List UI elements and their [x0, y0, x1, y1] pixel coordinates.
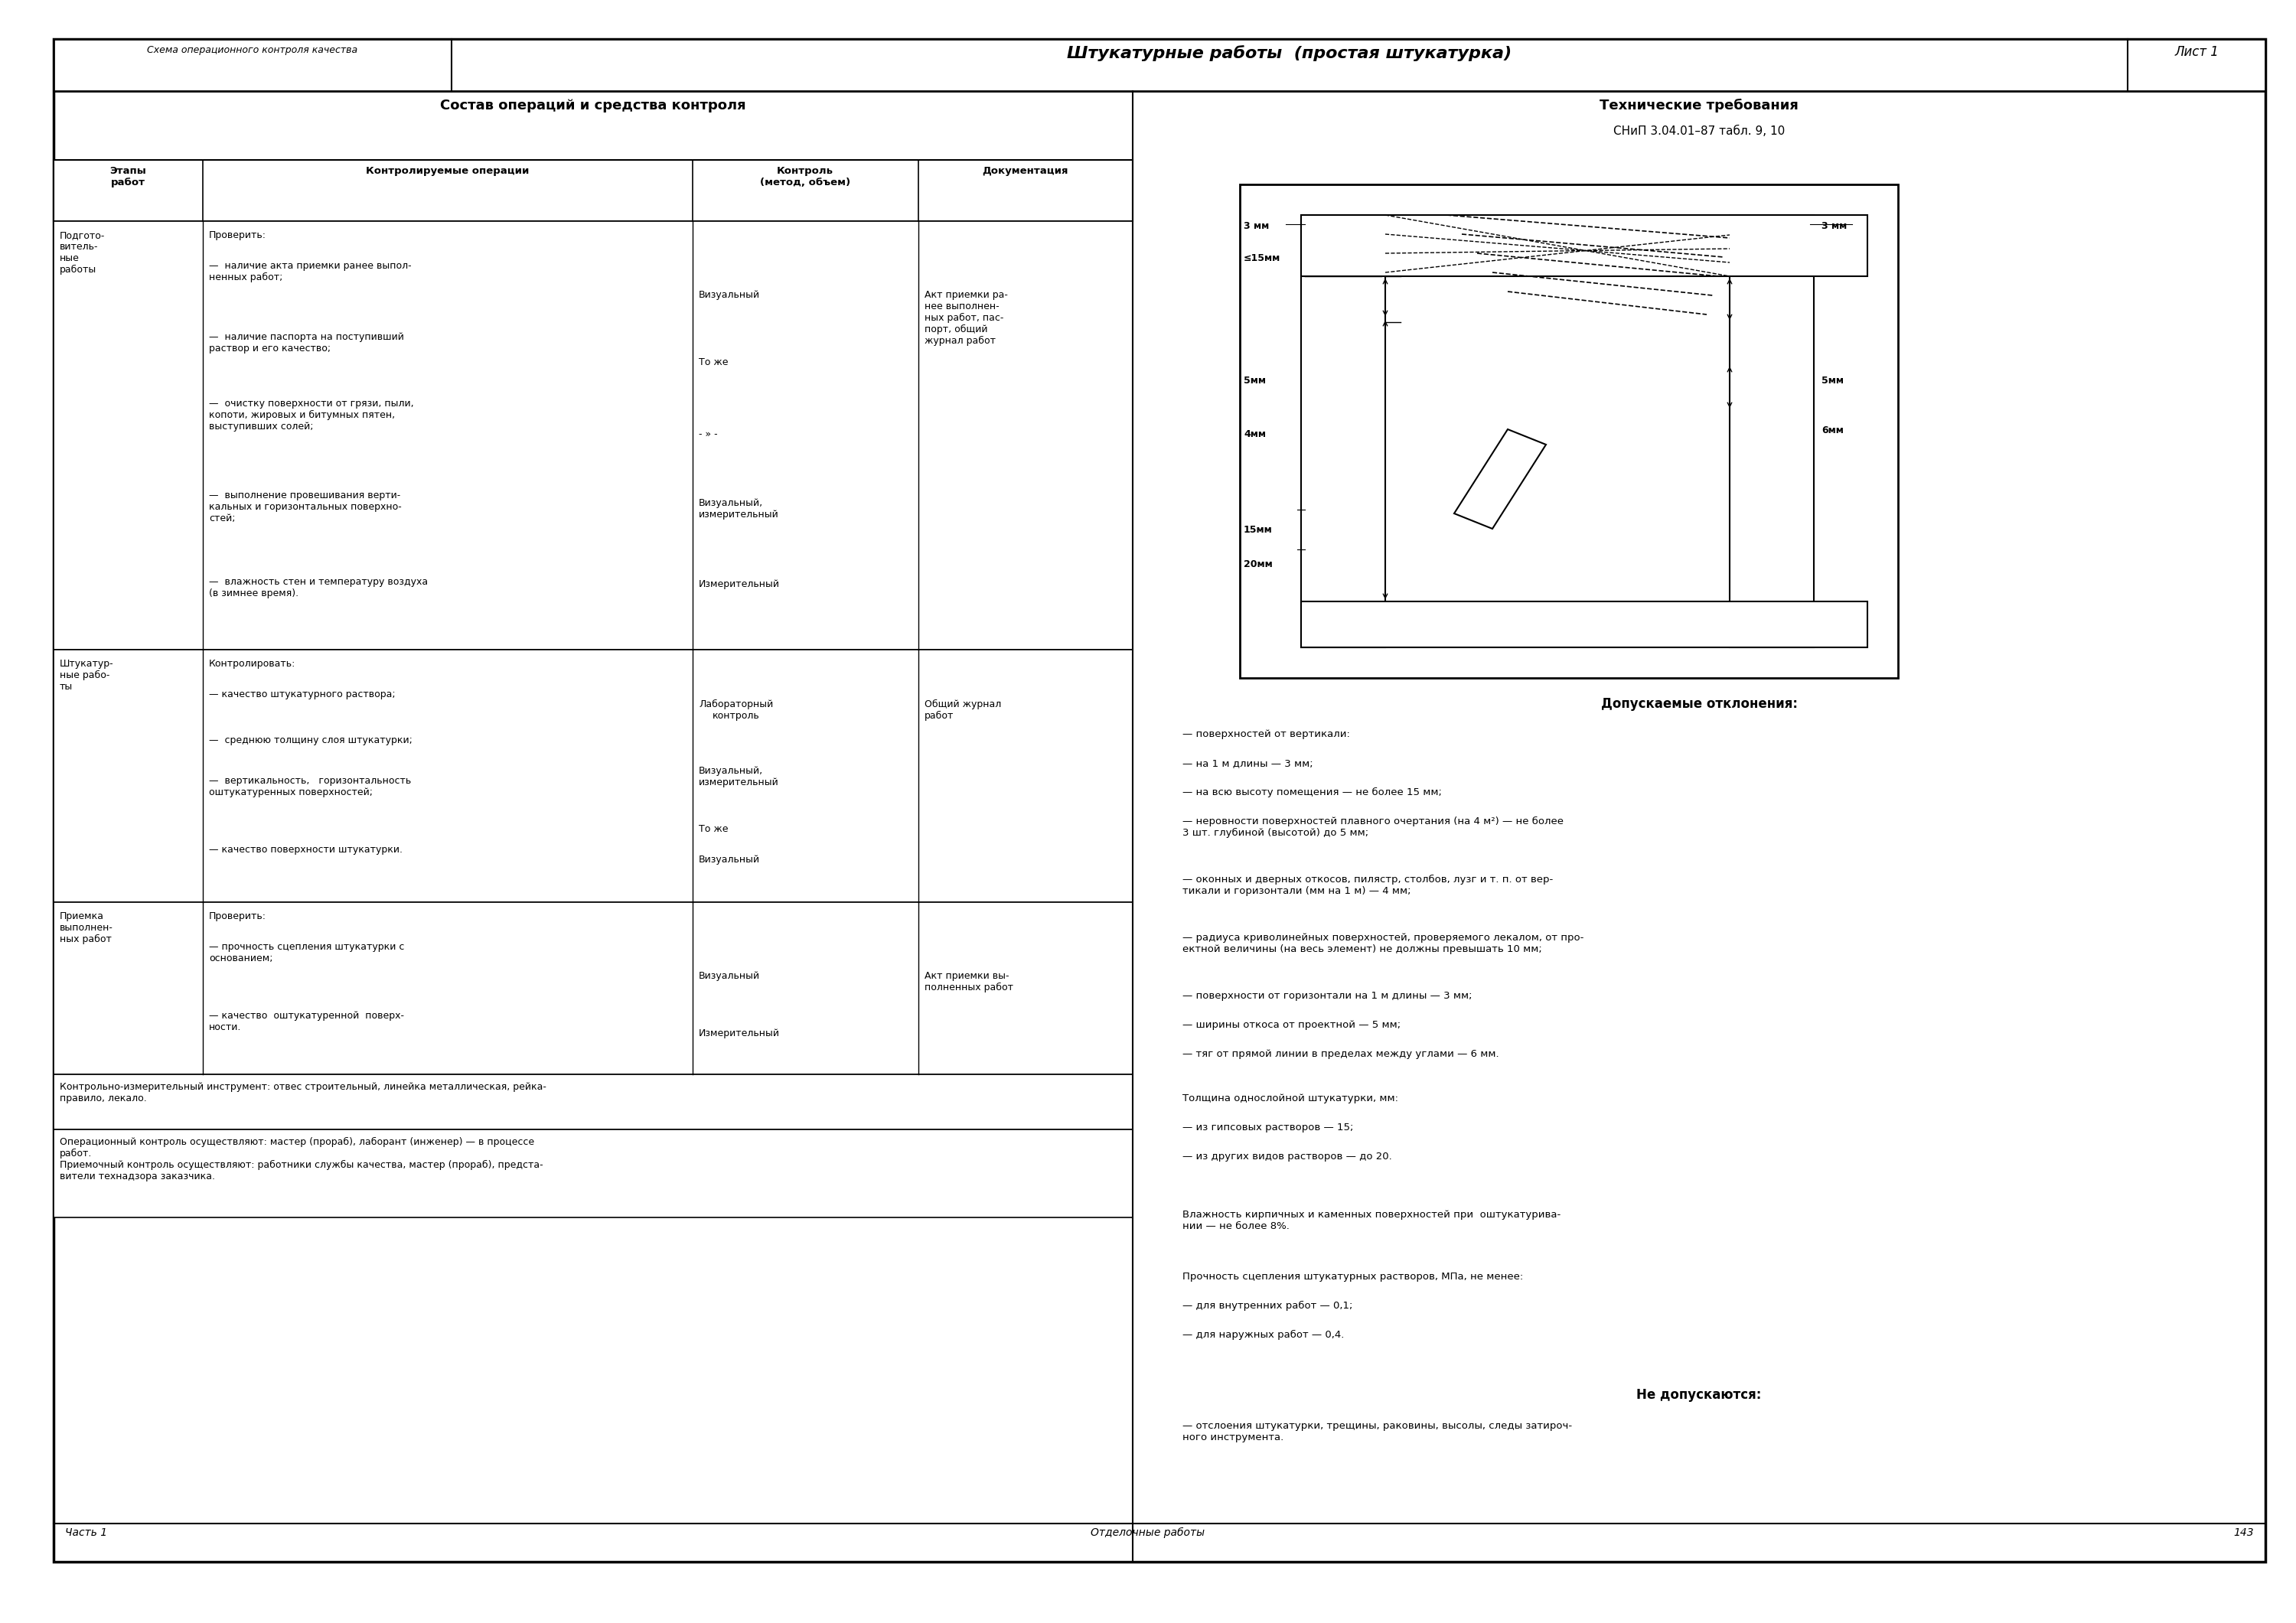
Text: — качество штукатурного раствора;: — качество штукатурного раствора; [209, 690, 395, 700]
Text: Контрольно-измерительный инструмент: отвес строительный, линейка металлическая, : Контрольно-измерительный инструмент: отв… [60, 1083, 546, 1104]
Text: Схема операционного контроля качества: Схема операционного контроля качества [147, 45, 358, 55]
Text: 3 мм: 3 мм [1244, 221, 1270, 230]
Bar [1729, 214, 1814, 648]
Text: — прочность сцепления штукатурки с
основанием;: — прочность сцепления штукатурки с основ… [209, 941, 404, 964]
Bar [1302, 214, 1384, 648]
Text: Отделочные работы: Отделочные работы [1091, 1527, 1205, 1539]
Text: — из других видов растворов — до 20.: — из других видов растворов — до 20. [1182, 1152, 1391, 1162]
Text: Визуальный: Визуальный [698, 291, 760, 300]
Text: —  выполнение провешивания верти-
кальных и горизонтальных поверхно-
стей;: — выполнение провешивания верти- кальных… [209, 490, 402, 523]
Text: 20мм: 20мм [1244, 560, 1272, 570]
Text: — из гипсовых растворов — 15;: — из гипсовых растворов — 15; [1182, 1123, 1352, 1133]
Text: —  влажность стен и температуру воздуха
(в зимнее время).: — влажность стен и температуру воздуха (… [209, 576, 427, 599]
Text: — тяг от прямой линии в пределах между углами — 6 мм.: — тяг от прямой линии в пределах между у… [1182, 1048, 1499, 1060]
Text: Подгото-
витель-
ные
работы: Подгото- витель- ные работы [60, 230, 106, 274]
Bar [1302, 214, 1867, 276]
Bar [53, 649, 1132, 902]
Text: Акт приемки ра-
нее выполнен-
ных работ, пас-
порт, общий
журнал работ: Акт приемки ра- нее выполнен- ных работ,… [925, 291, 1008, 346]
Text: — неровности поверхностей плавного очертания (на 4 м²) — не более
3 шт. глубиной: — неровности поверхностей плавного очерт… [1182, 816, 1564, 837]
Bar [53, 161, 1132, 221]
Text: Измерительный: Измерительный [698, 1029, 781, 1039]
Text: Приемка
выполнен-
ных работ: Приемка выполнен- ных работ [60, 912, 113, 945]
Text: Лабораторный
контроль: Лабораторный контроль [698, 700, 774, 721]
Text: — оконных и дверных откосов, пилястр, столбов, лузг и т. п. от вер-
тикали и гор: — оконных и дверных откосов, пилястр, ст… [1182, 875, 1552, 896]
Text: Толщина однослойной штукатурки, мм:: Толщина однослойной штукатурки, мм: [1182, 1094, 1398, 1104]
Polygon shape [1453, 428, 1545, 529]
Text: То же: То же [698, 824, 728, 834]
Text: Лист 1: Лист 1 [2174, 45, 2218, 58]
Text: Проверить:: Проверить: [209, 230, 266, 240]
Text: Операционный контроль осуществляют: мастер (прораб), лаборант (инженер) — в проц: Операционный контроль осуществляют: маст… [60, 1138, 544, 1182]
Text: 5мм: 5мм [1821, 375, 1844, 386]
Text: — качество  оштукатуренной  поверх-
ности.: — качество оштукатуренной поверх- ности. [209, 1011, 404, 1032]
Text: 143: 143 [2234, 1527, 2255, 1539]
Text: Не допускаются:: Не допускаются: [1637, 1388, 1761, 1402]
Text: — для наружных работ — 0,4.: — для наружных работ — 0,4. [1182, 1329, 1343, 1341]
Text: Измерительный: Измерительный [698, 579, 781, 589]
Text: — ширины откоса от проектной — 5 мм;: — ширины откоса от проектной — 5 мм; [1182, 1019, 1401, 1031]
Text: Визуальный,
измерительный: Визуальный, измерительный [698, 766, 778, 787]
Text: — отслоения штукатурки, трещины, раковины, высолы, следы затироч-
ного инструмен: — отслоения штукатурки, трещины, раковин… [1182, 1422, 1573, 1443]
Text: Технические требования: Технические требования [1600, 99, 1798, 112]
Text: Документация: Документация [983, 166, 1068, 175]
Bar [53, 1130, 1132, 1217]
Text: —  наличие паспорта на поступивший
раствор и его качество;: — наличие паспорта на поступивший раство… [209, 333, 404, 354]
Text: Контролировать:: Контролировать: [209, 659, 296, 669]
Text: Штукатур-
ные рабо-
ты: Штукатур- ные рабо- ты [60, 659, 115, 691]
Text: Допускаемые отклонения:: Допускаемые отклонения: [1600, 698, 1798, 711]
Text: —  среднюю толщину слоя штукатурки;: — среднюю толщину слоя штукатурки; [209, 735, 413, 745]
Text: — поверхностей от вертикали:: — поверхностей от вертикали: [1182, 729, 1350, 738]
Text: 4мм: 4мм [1244, 428, 1265, 440]
Text: — качество поверхности штукатурки.: — качество поверхности штукатурки. [209, 846, 402, 855]
Text: —  вертикальность,   горизонтальность
оштукатуренных поверхностей;: — вертикальность, горизонтальность оштук… [209, 776, 411, 797]
Text: —  очистку поверхности от грязи, пыли,
копоти, жировых и битумных пятен,
выступи: — очистку поверхности от грязи, пыли, ко… [209, 399, 413, 432]
Text: То же: То же [698, 357, 728, 367]
Bar [1302, 602, 1867, 648]
Text: Визуальный: Визуальный [698, 855, 760, 865]
Text: 3 мм: 3 мм [1821, 221, 1846, 230]
Text: Проверить:: Проверить: [209, 912, 266, 922]
Text: Контроль
(метод, объем): Контроль (метод, объем) [760, 166, 850, 188]
Text: СНиП 3.04.01–87 табл. 9, 10: СНиП 3.04.01–87 табл. 9, 10 [1614, 125, 1784, 136]
Bar [53, 902, 1132, 1074]
Text: — на всю высоту помещения — не более 15 мм;: — на всю высоту помещения — не более 15 … [1182, 787, 1442, 797]
Text: Акт приемки вы-
полненных работ: Акт приемки вы- полненных работ [925, 971, 1013, 993]
Text: Общий журнал
работ: Общий журнал работ [925, 700, 1001, 721]
Text: — для внутренних работ — 0,1;: — для внутренних работ — 0,1; [1182, 1302, 1352, 1311]
Bar [1240, 185, 1899, 678]
Text: — поверхности от горизонтали на 1 м длины — 3 мм;: — поверхности от горизонтали на 1 м длин… [1182, 992, 1472, 1001]
Text: Прочность сцепления штукатурных растворов, МПа, не менее:: Прочность сцепления штукатурных растворо… [1182, 1272, 1522, 1282]
Text: — на 1 м длины — 3 мм;: — на 1 м длины — 3 мм; [1182, 758, 1313, 768]
Text: Визуальный,
измерительный: Визуальный, измерительный [698, 498, 778, 519]
Bar [53, 1074, 1132, 1130]
Text: Контролируемые операции: Контролируемые операции [365, 166, 530, 175]
Text: 5мм: 5мм [1244, 375, 1265, 386]
Text: 6мм: 6мм [1821, 425, 1844, 435]
Text: — радиуса криволинейных поверхностей, проверяемого лекалом, от про-
ектной велич: — радиуса криволинейных поверхностей, пр… [1182, 933, 1584, 954]
Text: Часть 1: Часть 1 [64, 1527, 108, 1539]
Text: - » -: - » - [698, 428, 719, 440]
Text: Влажность кирпичных и каменных поверхностей при  оштукатурива-
нии — не более 8%: Влажность кирпичных и каменных поверхнос… [1182, 1209, 1561, 1232]
Text: 15мм: 15мм [1244, 524, 1272, 536]
Text: ≤15мм: ≤15мм [1244, 253, 1281, 263]
Text: Штукатурные работы  (простая штукатурка): Штукатурные работы (простая штукатурка) [1068, 45, 1513, 62]
Text: Этапы
работ: Этапы работ [110, 166, 147, 188]
Text: Визуальный: Визуальный [698, 971, 760, 980]
Bar [53, 221, 1132, 649]
Bar [53, 39, 2266, 91]
Text: Состав операций и средства контроля: Состав операций и средства контроля [441, 99, 746, 112]
Text: —  наличие акта приемки ранее выпол-
ненных работ;: — наличие акта приемки ранее выпол- ненн… [209, 261, 411, 282]
